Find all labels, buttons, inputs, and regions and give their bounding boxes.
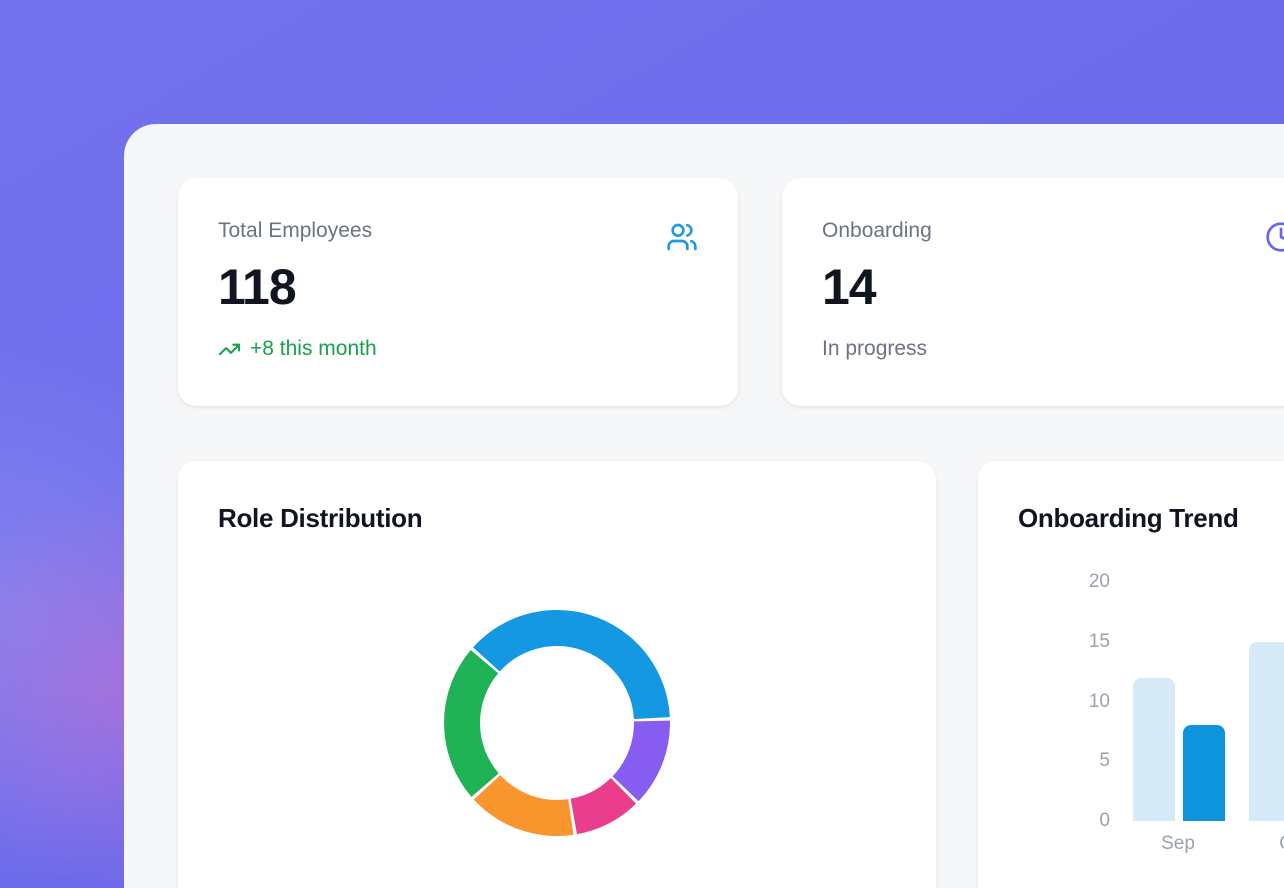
stat-value: 14 — [822, 259, 877, 315]
stat-trend: +8 this month — [218, 336, 377, 362]
stat-label: Onboarding — [822, 219, 932, 242]
dashboard-panel: Total Employees 118 +8 this month — [124, 124, 1284, 888]
stat-card-total-employees: Total Employees 118 +8 this month — [178, 178, 738, 406]
clock-icon — [1265, 221, 1284, 253]
card-onboarding-trend: Onboarding Trend 0 5 10 15 20 Sep Oct — [978, 461, 1284, 888]
stat-trend-text: +8 this month — [250, 337, 377, 360]
x-axis-label-sep: Sep — [1161, 833, 1195, 854]
bar-sep-light-blue[interactable] — [1133, 677, 1175, 821]
x-axis-label-oct: Oct — [1254, 833, 1284, 855]
y-axis-tick-0: 0 — [1099, 810, 1110, 831]
onboarding-trend-bar-chart: 0 5 10 15 20 Sep Oct — [978, 461, 1284, 888]
donut-svg — [444, 610, 671, 836]
card-title: Role Distribution — [218, 503, 423, 533]
donut-segment-orange[interactable] — [444, 610, 671, 836]
stat-label: Total Employees — [218, 219, 373, 242]
bar-oct-light-blue[interactable] — [1249, 641, 1284, 821]
users-icon — [666, 221, 698, 253]
y-axis-tick-10: 10 — [1088, 690, 1110, 712]
stat-subtext: In progress — [822, 336, 927, 362]
trending-up-icon — [218, 338, 241, 361]
role-distribution-donut-chart — [444, 610, 671, 836]
bar-sep-dark-blue[interactable] — [1183, 725, 1225, 821]
y-axis-tick-5: 5 — [1099, 750, 1110, 772]
donut-segment-green[interactable] — [444, 610, 670, 836]
y-axis-tick-15: 15 — [1088, 630, 1110, 652]
donut-segment-pink[interactable] — [444, 610, 670, 836]
card-title: Onboarding Trend — [1018, 503, 1239, 533]
card-role-distribution: Role Distribution — [178, 461, 936, 888]
stat-value: 118 — [218, 259, 297, 315]
stat-subtext-label: In progress — [822, 337, 928, 360]
y-axis-tick-20: 20 — [1088, 571, 1110, 592]
stat-card-onboarding: Onboarding 14 In progress — [782, 178, 1284, 406]
